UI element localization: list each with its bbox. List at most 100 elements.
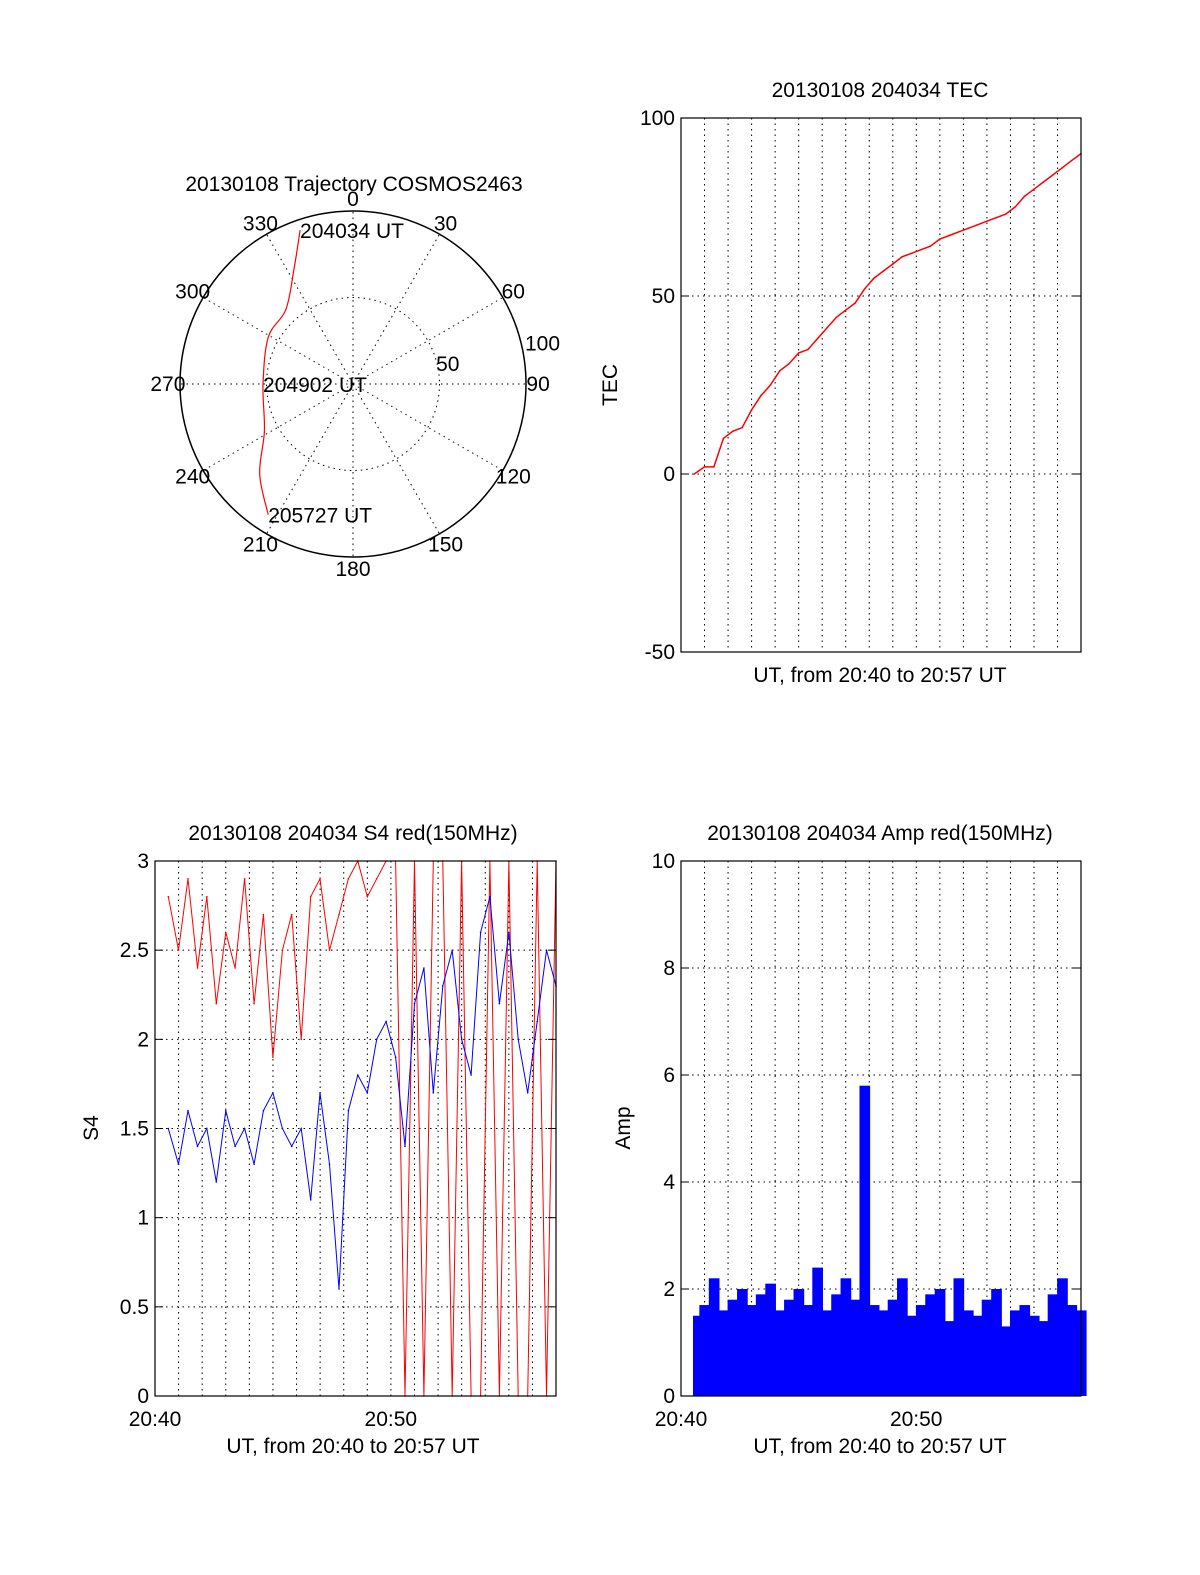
s4-point	[347, 878, 350, 880]
polar-angle-tick: 60	[502, 280, 525, 303]
amp-x-axis-label: UT, from 20:40 to 20:57 UT	[753, 1435, 1006, 1458]
tec-point	[731, 430, 734, 433]
trajectory-annotation: 205727 UT	[268, 505, 372, 528]
s4-point	[357, 1074, 359, 1076]
amp-bar	[831, 1294, 842, 1396]
tec-point	[797, 352, 800, 354]
y-tick-label: 6	[663, 1064, 675, 1087]
s4-point	[328, 1163, 331, 1165]
y-tick-label: 100	[640, 107, 675, 130]
tec-point	[1004, 213, 1007, 215]
s4-point	[243, 1127, 246, 1130]
y-tick-label: 50	[652, 285, 675, 308]
tec-x-axis-label: UT, from 20:40 to 20:57 UT	[753, 664, 1006, 687]
s4-point	[489, 895, 491, 898]
polar-spoke	[352, 383, 504, 471]
s4-point	[196, 967, 199, 969]
y-tick-label: 8	[663, 957, 675, 980]
s4-point	[167, 1127, 170, 1130]
s4-panel: 20130108 204034 S4 red(150MHz) 0 0.5 1 1.5 2…	[80, 822, 557, 1458]
s4-point	[375, 1038, 378, 1041]
tec-y-axis-label: TEC	[599, 364, 622, 406]
x-tick-label: 20:50	[365, 1408, 418, 1431]
tec-point	[986, 220, 988, 223]
amp-bar	[991, 1289, 1002, 1396]
amp-bar	[1066, 1305, 1078, 1396]
polar-radial-tick: 50	[436, 353, 459, 376]
amp-bar	[878, 1310, 889, 1396]
s4-line-blue	[167, 896, 557, 1290]
polar-angle-tick: 270	[150, 373, 185, 396]
polar-spoke	[202, 383, 354, 471]
amp-bar	[962, 1310, 974, 1396]
s4-line-red	[167, 859, 557, 1397]
s4-point	[206, 1127, 208, 1130]
trajectory-annotations: 204034 UT 204902 UT 205727 UT	[263, 220, 404, 527]
tec-point	[882, 270, 885, 272]
amp-bar	[972, 1315, 984, 1396]
s4-point	[423, 967, 425, 969]
s4-point	[338, 1288, 340, 1290]
amp-bar	[1000, 1326, 1012, 1396]
tec-point	[948, 234, 951, 237]
tec-point	[957, 231, 960, 233]
y-tick-label: 0	[663, 463, 675, 486]
amp-x-tick-labels: 20:40 20:50	[655, 1408, 943, 1431]
x-tick-label: 20:50	[890, 1408, 943, 1431]
tec-point	[920, 248, 922, 251]
tec-point	[741, 426, 743, 429]
s4-point	[394, 1056, 397, 1058]
tec-point	[1014, 206, 1016, 208]
s4-point	[281, 949, 284, 951]
s4-point	[309, 1199, 312, 1201]
s4-point	[366, 1092, 369, 1094]
s4-point	[167, 895, 170, 898]
tec-point	[703, 466, 706, 468]
s4-point	[215, 1002, 218, 1005]
s4-x-tick-labels: 20:40 20:50	[129, 1408, 417, 1431]
s4-series	[167, 859, 557, 1397]
amp-y-axis-label: Amp	[612, 1106, 635, 1149]
polar-angle-tick: 30	[434, 213, 457, 236]
tec-point	[816, 337, 819, 340]
polar-spoke	[352, 233, 440, 385]
s4-point	[272, 1056, 274, 1058]
s4-point	[319, 1092, 321, 1094]
amp-bar	[840, 1278, 852, 1396]
s4-point	[234, 967, 236, 969]
trajectory-line	[259, 230, 301, 515]
s4-point	[441, 985, 444, 987]
tec-grid	[681, 117, 1081, 653]
polar-angle-tick: 240	[175, 466, 210, 489]
tec-point	[891, 263, 894, 265]
s4-point	[281, 1127, 284, 1130]
s4-point	[498, 1002, 501, 1005]
polar-angle-tick: 210	[243, 533, 278, 556]
tec-frame	[680, 117, 1082, 653]
polar-title: 20130108 Trajectory COSMOS2463	[185, 173, 522, 196]
s4-point	[545, 949, 548, 951]
tec-y-tick-labels: -50 0 50 100	[640, 107, 1081, 664]
amp-bar	[774, 1310, 786, 1396]
s4-point	[470, 1074, 472, 1076]
y-tick-label: 0	[663, 1385, 675, 1408]
s4-point	[404, 1145, 406, 1148]
amp-bar	[765, 1283, 776, 1396]
s4-point	[187, 878, 189, 880]
tec-point	[976, 224, 979, 226]
y-tick-label: 4	[663, 1171, 675, 1194]
polar-angle-tick: 180	[335, 558, 370, 581]
s4-point	[432, 1092, 435, 1094]
s4-point	[300, 1127, 303, 1130]
polar-trajectory-panel: 20130108 Trajectory COSMOS2463 0 30 60 90 12…	[150, 173, 560, 581]
tec-point	[939, 238, 941, 240]
s4-point	[224, 1109, 227, 1112]
s4-point	[187, 1109, 189, 1112]
s4-point	[253, 1163, 255, 1165]
amp-bar	[850, 1299, 861, 1396]
s4-point	[328, 949, 331, 951]
s4-point	[206, 895, 208, 898]
amp-bar	[887, 1299, 899, 1396]
amp-bar	[1019, 1305, 1031, 1396]
